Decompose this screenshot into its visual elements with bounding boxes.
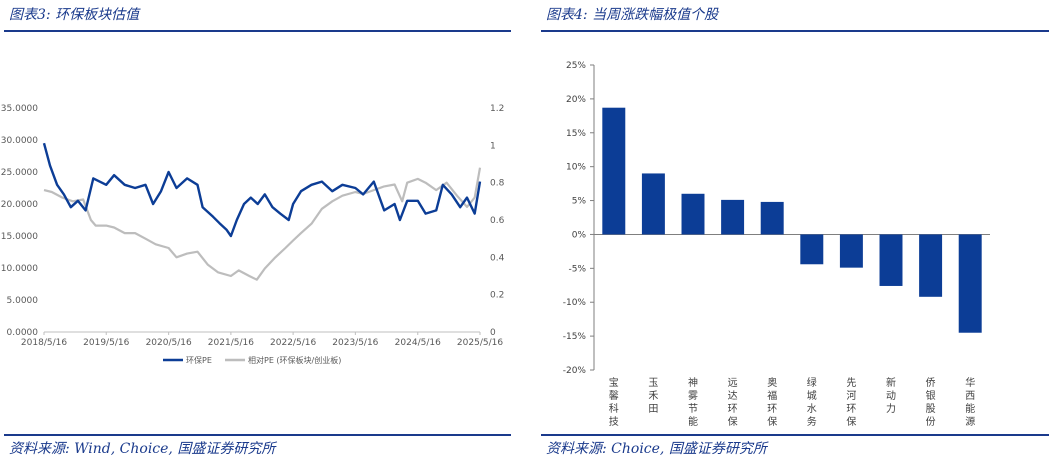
bar	[721, 199, 745, 235]
x-tick-label: 2023/5/16	[332, 338, 378, 348]
x-category-label: 远达环保	[728, 377, 738, 428]
x-tick-label: 2021/5/16	[208, 338, 254, 348]
right-y-tick-label: 1	[490, 141, 496, 151]
right-source-note: 资料来源: Choice, 国盛证券研究所	[546, 441, 767, 457]
x-tick-label: 2020/5/16	[146, 338, 192, 348]
x-category-label: 先河环保	[846, 377, 856, 428]
y-tick-label: 20%	[566, 95, 586, 105]
bar	[641, 173, 665, 235]
left-y-tick-label: 0.0000	[7, 328, 39, 338]
left-y-tick-label: 5.0000	[7, 296, 39, 306]
valuation-line-chart: 0.0000 5.0000 10.0000 15.0000 20.0000 25.0000…	[1, 104, 505, 365]
right-title-rule	[541, 30, 1049, 32]
series-line-relative-pe	[43, 167, 482, 281]
bar	[602, 107, 626, 235]
y-tick-label: 10%	[566, 163, 586, 173]
x-tick-label: 2025/5/16	[457, 338, 503, 348]
right-y-tick-label: 0.4	[490, 253, 505, 263]
x-category-label: 神雾节能	[688, 376, 698, 428]
left-y-tick-label: 10.0000	[1, 264, 38, 274]
left-y-tick-label: 25.0000	[1, 168, 38, 178]
x-category-label: 玉禾田	[648, 378, 658, 415]
y-tick-label: 15%	[566, 129, 586, 139]
series-line-pe	[42, 142, 482, 238]
right-y-tick-label: 0	[490, 328, 496, 338]
left-y-tick-label: 35.0000	[1, 104, 38, 114]
bar	[919, 234, 943, 297]
x-category-label: 华西能源	[965, 376, 975, 428]
legend-label-relative-pe: 相对PE (环保板块/创业板)	[248, 355, 341, 365]
left-chart-title: 图表3: 环保板块估值	[9, 7, 140, 23]
left-source-note: 资料来源: Wind, Choice, 国盛证券研究所	[9, 441, 276, 457]
right-y-tick-label: 1.2	[490, 104, 504, 114]
bar	[879, 234, 903, 286]
x-tick-label: 2024/5/16	[395, 338, 441, 348]
y-tick-label: 5%	[572, 197, 587, 207]
x-tick-label: 2019/5/16	[83, 338, 129, 348]
bar	[760, 201, 784, 235]
y-tick-label: -10%	[563, 298, 587, 308]
bar	[839, 234, 863, 268]
x-tick-label: 2022/5/16	[270, 338, 316, 348]
right-y-tick-label: 0.8	[490, 179, 505, 189]
x-category-label: 宝馨科技	[609, 376, 619, 428]
left-y-tick-label: 30.0000	[1, 136, 38, 146]
bar	[800, 234, 824, 265]
x-tick-label: 2018/5/16	[21, 338, 67, 348]
left-title-rule	[4, 30, 511, 32]
left-y-tick-label: 20.0000	[1, 200, 38, 210]
left-y-tick-label: 15.0000	[1, 232, 38, 242]
right-y-tick-label: 0.2	[490, 291, 504, 301]
weekly-extreme-movers-bar-chart: -20% -15% -10% -5% 0% 5% 10% 15% 20% 25% 宝馨科技 玉禾田 神…	[563, 61, 990, 428]
right-chart-title: 图表4: 当周涨跌幅极值个股	[546, 7, 719, 23]
right-source-rule	[541, 434, 1049, 436]
bar	[958, 234, 982, 333]
x-category-label: 新动力	[886, 376, 896, 415]
y-tick-label: -5%	[568, 264, 586, 274]
y-tick-label: 0%	[572, 230, 587, 240]
y-tick-label: 25%	[566, 61, 586, 71]
x-category-label: 侨银股份	[926, 377, 936, 428]
left-source-rule	[4, 434, 511, 436]
right-y-tick-label: 0.6	[490, 216, 505, 226]
x-category-label: 绿城水务	[807, 376, 817, 428]
x-category-label: 奥福环保	[767, 376, 777, 428]
bar	[681, 193, 705, 235]
legend-label-pe: 环保PE	[186, 355, 212, 365]
y-tick-label: -15%	[563, 332, 587, 342]
y-tick-label: -20%	[563, 366, 587, 376]
